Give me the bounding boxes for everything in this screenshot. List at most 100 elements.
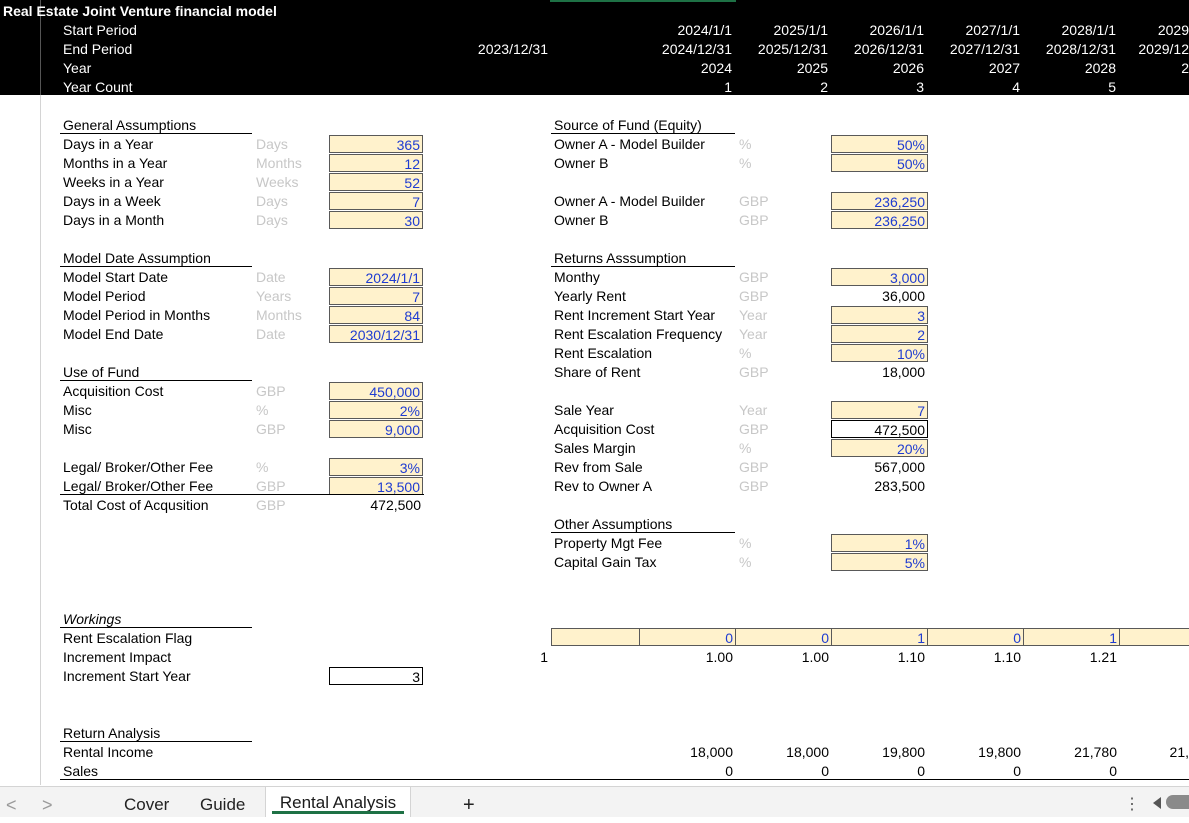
label-cell[interactable]: Sales xyxy=(63,763,99,779)
calc-cell[interactable]: 472,500 xyxy=(831,420,928,438)
label-cell[interactable]: Months in a Year xyxy=(63,155,168,171)
label-cell[interactable]: Owner B xyxy=(554,212,609,228)
unit-cell[interactable]: Days xyxy=(256,212,288,228)
year-count-cell[interactable]: 2 xyxy=(820,79,828,95)
unit-cell[interactable]: % xyxy=(739,155,752,171)
year-cell[interactable]: 2027 xyxy=(988,60,1020,76)
period-end-cell[interactable]: 2028/12/31 xyxy=(1045,41,1116,57)
rental-income-cell[interactable]: 19,800 xyxy=(978,744,1021,760)
sheet-tab-cover[interactable]: Cover xyxy=(124,795,170,814)
label-cell[interactable]: Owner A - Model Builder xyxy=(554,136,705,152)
rental-income-cell[interactable]: 21, xyxy=(1169,744,1189,760)
input-cell[interactable]: 1% xyxy=(831,534,928,552)
label-cell[interactable]: Misc xyxy=(63,421,92,437)
unit-cell[interactable]: % xyxy=(739,440,752,456)
unit-cell[interactable]: GBP xyxy=(256,383,286,399)
rental-income-cell[interactable]: 18,000 xyxy=(690,744,733,760)
unit-cell[interactable]: % xyxy=(739,535,752,551)
unit-cell[interactable]: GBP xyxy=(739,193,769,209)
unit-cell[interactable]: GBP xyxy=(256,421,286,437)
unit-cell[interactable]: Weeks xyxy=(256,174,299,190)
label-cell[interactable]: Rent Escalation xyxy=(554,345,653,361)
label-cell[interactable]: Yearly Rent xyxy=(554,288,626,304)
flag-cell[interactable]: 0 xyxy=(927,628,1024,646)
flag-cell[interactable]: 0 xyxy=(735,628,832,646)
label-cell[interactable]: Days in a Year xyxy=(63,136,154,152)
unit-cell[interactable]: GBP xyxy=(256,478,286,494)
label-cell[interactable]: Owner A - Model Builder xyxy=(554,193,705,209)
input-cell[interactable]: 365 xyxy=(329,135,423,153)
unit-cell[interactable]: Months xyxy=(256,155,302,171)
period-start-cell[interactable]: 2024/1/1 xyxy=(677,22,733,38)
input-cell[interactable]: 50% xyxy=(831,154,928,172)
year-cell[interactable]: 2028 xyxy=(1084,60,1116,76)
unit-cell[interactable]: GBP xyxy=(739,478,769,494)
unit-cell[interactable]: Months xyxy=(256,307,302,323)
unit-cell[interactable]: % xyxy=(739,136,752,152)
sales-cell[interactable]: 0 xyxy=(1109,763,1117,779)
unit-cell[interactable]: GBP xyxy=(739,269,769,285)
sheet-tab-guide[interactable]: Guide xyxy=(200,795,246,814)
year-count-cell[interactable]: 1 xyxy=(724,79,732,95)
input-cell[interactable]: 13,500 xyxy=(329,477,423,495)
input-cell[interactable]: 2 xyxy=(831,325,928,343)
sales-cell[interactable]: 0 xyxy=(1013,763,1021,779)
input-cell[interactable]: 2030/12/31 xyxy=(329,325,423,343)
rental-income-cell[interactable]: 21,780 xyxy=(1074,744,1117,760)
period-end-cell[interactable]: 2029/12 xyxy=(1138,41,1189,57)
label-cell[interactable]: Share of Rent xyxy=(554,364,641,380)
calc-cell[interactable]: 3 xyxy=(329,667,423,685)
label-cell[interactable]: Model Start Date xyxy=(63,269,169,285)
input-cell[interactable]: 52 xyxy=(329,173,423,191)
impact-cell[interactable]: 1.00 xyxy=(801,649,829,665)
unit-cell[interactable]: Year xyxy=(739,402,768,418)
unit-cell[interactable]: Date xyxy=(256,269,286,285)
label-cell[interactable]: Days in a Month xyxy=(63,212,165,228)
label-cell[interactable]: Weeks in a Year xyxy=(63,174,164,190)
unit-cell[interactable]: % xyxy=(739,554,752,570)
label-cell[interactable]: Rental Income xyxy=(63,744,154,760)
add-sheet-button[interactable]: + xyxy=(463,794,475,816)
period-start-cell[interactable]: 2027/1/1 xyxy=(965,22,1021,38)
year-count-cell[interactable]: 3 xyxy=(916,79,924,95)
label-cell[interactable]: Rent Increment Start Year xyxy=(554,307,716,323)
unit-cell[interactable]: GBP xyxy=(739,421,769,437)
year-cell[interactable]: 2 xyxy=(1181,60,1189,76)
label-cell[interactable]: Rev from Sale xyxy=(554,459,643,475)
unit-cell[interactable]: GBP xyxy=(739,288,769,304)
year-cell[interactable]: 2025 xyxy=(796,60,828,76)
input-cell[interactable]: 3,000 xyxy=(831,268,928,286)
prior-impact-cell[interactable]: 1 xyxy=(540,649,548,665)
label-cell[interactable]: Acquisition Cost xyxy=(63,383,164,399)
period-start-cell[interactable]: 2025/1/1 xyxy=(773,22,829,38)
impact-cell[interactable]: 1.10 xyxy=(993,649,1021,665)
input-cell[interactable]: 20% xyxy=(831,439,928,457)
unit-cell[interactable]: % xyxy=(739,345,752,361)
sales-cell[interactable]: 0 xyxy=(725,763,733,779)
value-cell[interactable]: 18,000 xyxy=(882,364,925,380)
unit-cell[interactable]: Year xyxy=(739,307,768,323)
input-cell[interactable]: 3% xyxy=(329,458,423,476)
unit-cell[interactable]: Year xyxy=(739,326,768,342)
label-cell[interactable]: Model End Date xyxy=(63,326,164,342)
period-end-cell[interactable]: 2027/12/31 xyxy=(949,41,1020,57)
label-cell[interactable]: Sale Year xyxy=(554,402,614,418)
label-cell[interactable]: Monthy xyxy=(554,269,600,285)
sheet-tab-rental-analysis[interactable]: Rental Analysis xyxy=(265,787,411,817)
prior-period-end[interactable]: 2023/12/31 xyxy=(477,41,548,57)
flag-cell[interactable]: 0 xyxy=(639,628,736,646)
period-start-cell[interactable]: 2028/1/1 xyxy=(1061,22,1117,38)
input-cell[interactable]: 7 xyxy=(329,287,423,305)
value-cell[interactable]: 283,500 xyxy=(874,478,925,494)
prev-sheet-icon[interactable]: < xyxy=(6,795,17,815)
unit-cell[interactable]: GBP xyxy=(256,497,286,513)
label-cell[interactable]: Capital Gain Tax xyxy=(554,554,657,570)
unit-cell[interactable]: Days xyxy=(256,193,288,209)
period-start-cell[interactable]: 2029 xyxy=(1157,22,1189,38)
unit-cell[interactable]: GBP xyxy=(739,212,769,228)
row-label-year[interactable]: Year xyxy=(63,60,92,76)
input-cell[interactable]: 30 xyxy=(329,211,423,229)
year-count-cell[interactable]: 5 xyxy=(1108,79,1116,95)
value-cell[interactable]: 567,000 xyxy=(874,459,925,475)
rental-income-cell[interactable]: 18,000 xyxy=(786,744,829,760)
